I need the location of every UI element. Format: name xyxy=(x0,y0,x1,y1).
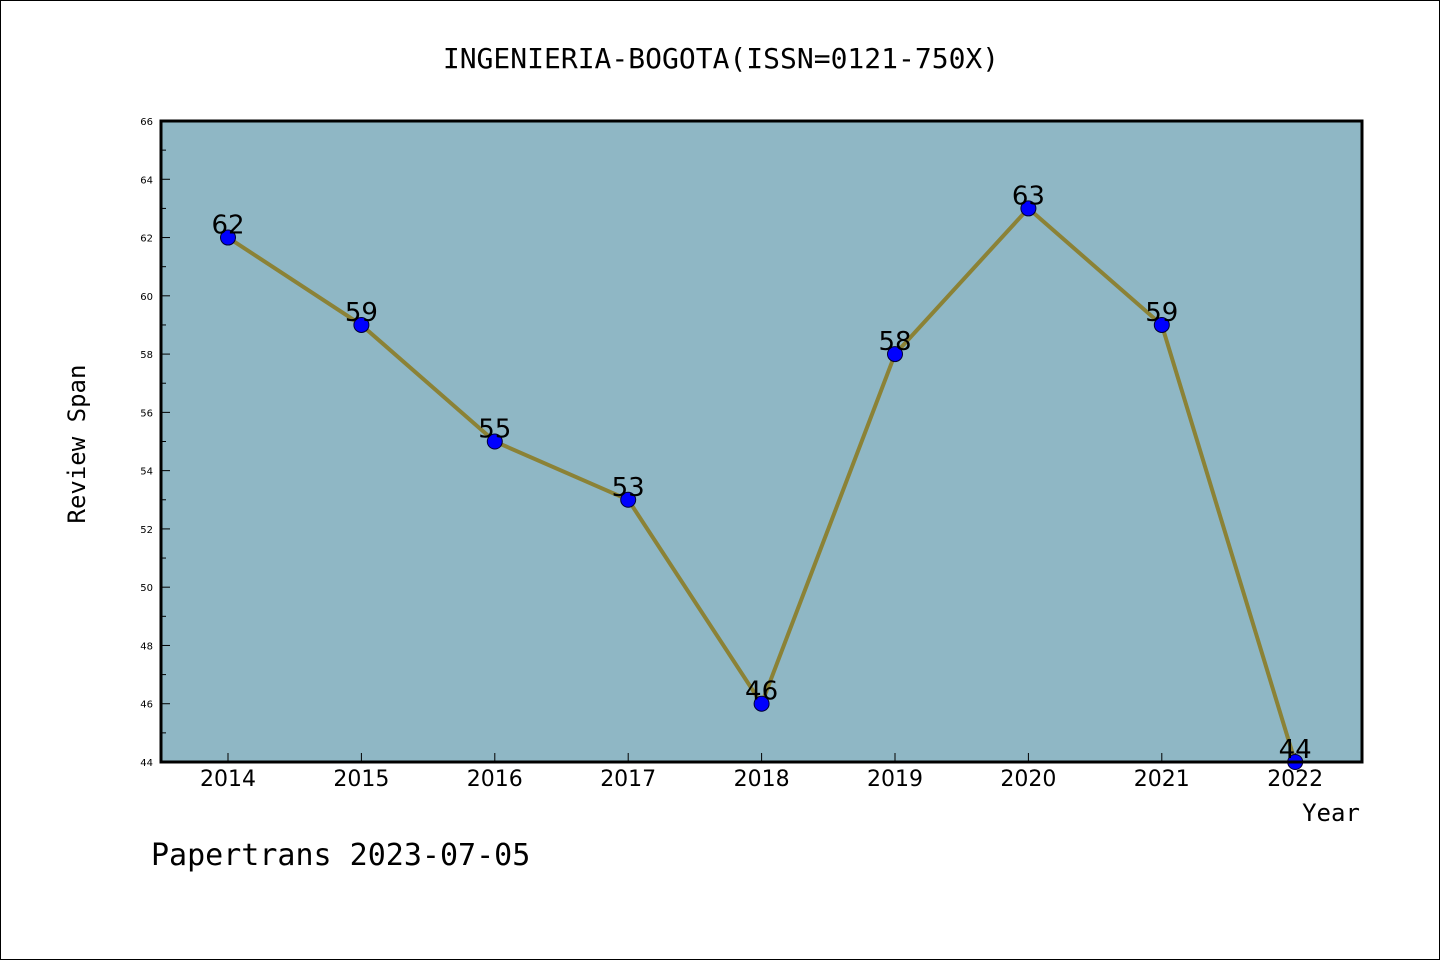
x-axis: 2014 2015 2016 2017 2018 2019 2020 2021 2022 xyxy=(200,753,1323,792)
data-label: 59 xyxy=(345,298,378,328)
plot-area xyxy=(161,121,1362,762)
y-tick-label: 64 xyxy=(140,175,153,186)
x-tick-label: 2022 xyxy=(1267,767,1323,792)
data-point xyxy=(220,229,236,246)
y-tick-label: 56 xyxy=(140,408,153,419)
data-label: 55 xyxy=(478,415,511,445)
y-axis-label: Review Span xyxy=(63,365,91,524)
x-axis-label: Year xyxy=(1302,799,1360,827)
y-tick-label: 54 xyxy=(140,467,153,478)
data-label: 46 xyxy=(745,677,778,707)
x-tick-label: 2017 xyxy=(600,767,656,792)
y-tick-label: 66 xyxy=(140,117,153,128)
y-tick-label: 52 xyxy=(140,525,153,536)
y-tick-label: 62 xyxy=(140,234,153,245)
data-label: 44 xyxy=(1279,735,1312,765)
y-tick-label: 50 xyxy=(140,583,153,594)
data-label: 58 xyxy=(878,327,911,357)
y-axis: 44 46 48 50 52 54 56 58 60 62 64 66 xyxy=(140,117,170,769)
x-tick-label: 2016 xyxy=(467,767,523,792)
y-tick-label: 58 xyxy=(140,350,153,361)
x-tick-label: 2019 xyxy=(867,767,923,792)
chart-title: INGENIERIA-BOGOTA(ISSN=0121-750X) xyxy=(443,42,999,75)
x-tick-label: 2018 xyxy=(734,767,790,792)
data-label: 59 xyxy=(1145,298,1178,328)
plot-border xyxy=(159,119,1364,764)
x-tick-label: 2020 xyxy=(1000,767,1056,792)
data-point xyxy=(887,346,903,363)
data-point xyxy=(353,316,370,333)
watermark: Papertrans 2023-07-05 xyxy=(151,838,530,873)
y-tick-label: 48 xyxy=(140,641,153,652)
y-tick-label: 60 xyxy=(140,292,153,303)
y-tick-label: 44 xyxy=(140,758,153,769)
x-tick-label: 2021 xyxy=(1134,767,1190,792)
data-label: 63 xyxy=(1012,181,1045,211)
data-label: 53 xyxy=(612,473,645,503)
data-point xyxy=(1020,200,1037,217)
series-review-span: 62 59 55 53 46 58 63 59 44 xyxy=(211,181,1312,770)
data-point xyxy=(486,433,503,450)
x-tick-label: 2014 xyxy=(200,767,256,792)
y-tick-label: 46 xyxy=(140,700,153,711)
data-point xyxy=(753,695,770,712)
data-point xyxy=(620,491,637,508)
data-point xyxy=(1153,316,1170,333)
x-tick-label: 2015 xyxy=(333,767,389,792)
data-label: 62 xyxy=(211,211,244,241)
